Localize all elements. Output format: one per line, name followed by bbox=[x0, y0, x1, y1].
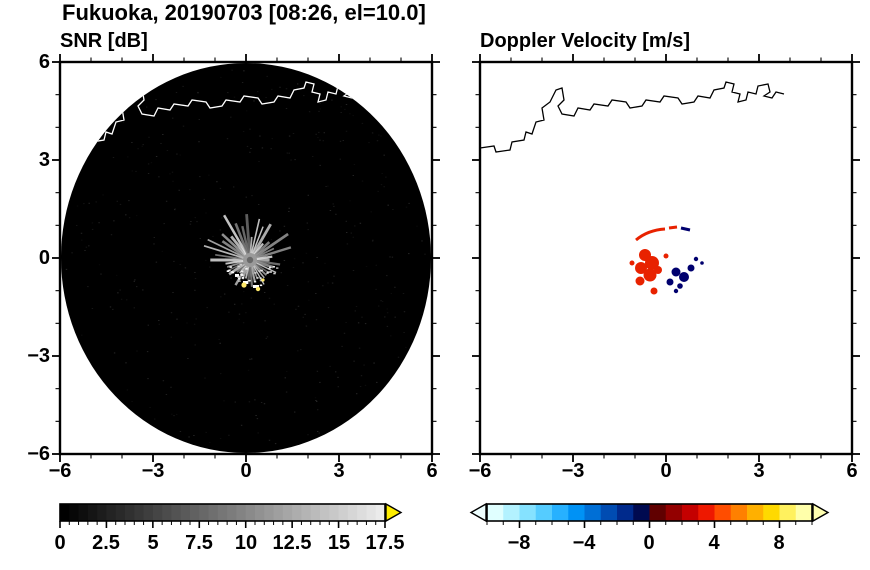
snr-x-tick-label: 0 bbox=[240, 460, 252, 482]
doppler-echo-arc-navy bbox=[680, 226, 691, 232]
snr-center-core bbox=[246, 256, 254, 264]
doppler-panel-title: Doppler Velocity [m/s] bbox=[480, 30, 691, 52]
doppler-cbar-tick-label: −8 bbox=[507, 532, 531, 554]
doppler-cbar-tick-label: 4 bbox=[708, 532, 720, 554]
snr-echo-bright-speckles bbox=[235, 274, 259, 288]
snr-echo-yellow-speckles bbox=[241, 278, 265, 292]
snr-cbar-tick-label: 17.5 bbox=[365, 532, 405, 554]
snr-x-tick-label: 6 bbox=[426, 460, 438, 482]
snr-cbar-tick-label: 7.5 bbox=[185, 532, 213, 554]
doppler-x-tick-label: −6 bbox=[468, 460, 492, 482]
snr-cbar-tick-label: 0 bbox=[54, 532, 66, 554]
snr-cbar-tick-label: 15 bbox=[327, 532, 351, 554]
doppler-x-tick-label: 3 bbox=[753, 460, 765, 482]
snr-cbar-tick-label: 2.5 bbox=[92, 532, 120, 554]
snr-plot bbox=[52, 54, 440, 462]
doppler-echo-positive-red bbox=[629, 249, 669, 295]
snr-y-tick-label: −3 bbox=[27, 345, 50, 367]
doppler-echo-arc-red bbox=[635, 225, 678, 242]
doppler-cbar-tick-label: −4 bbox=[572, 532, 596, 554]
doppler-plot bbox=[472, 54, 860, 462]
doppler-x-tick-label: 6 bbox=[846, 460, 858, 482]
snr-cbar-tick-label: 5 bbox=[147, 532, 159, 554]
coastline-snr bbox=[61, 81, 365, 153]
snr-cbar-tick-label: 12.5 bbox=[272, 532, 312, 554]
doppler-x-tick-label: 0 bbox=[660, 460, 672, 482]
doppler-echo-cluster bbox=[629, 225, 704, 295]
snr-colorbar bbox=[59, 502, 403, 528]
snr-noise-speckle bbox=[65, 69, 426, 445]
figure-title: Fukuoka, 20190703 [08:26, el=10.0] bbox=[62, 0, 426, 25]
doppler-cbar-tick-label: 8 bbox=[773, 532, 785, 554]
doppler-colorbar bbox=[469, 502, 830, 528]
doppler-cbar-tick-label: 0 bbox=[643, 532, 655, 554]
coastline-doppler bbox=[479, 81, 785, 153]
doppler-x-tick-label: −3 bbox=[561, 460, 585, 482]
snr-x-tick-label: −6 bbox=[48, 460, 72, 482]
snr-x-tick-label: −3 bbox=[141, 460, 165, 482]
snr-echo-cluster bbox=[203, 213, 292, 292]
doppler-echo-negative-navy bbox=[666, 256, 704, 294]
snr-y-tick-label: −6 bbox=[27, 443, 50, 465]
snr-cbar-tick-label: 10 bbox=[234, 532, 258, 554]
snr-y-tick-label: 6 bbox=[38, 51, 50, 73]
snr-x-tick-label: 3 bbox=[333, 460, 345, 482]
snr-y-tick-label: 3 bbox=[38, 149, 50, 171]
snr-y-tick-label: 0 bbox=[38, 247, 50, 269]
snr-panel-title: SNR [dB] bbox=[60, 30, 148, 52]
